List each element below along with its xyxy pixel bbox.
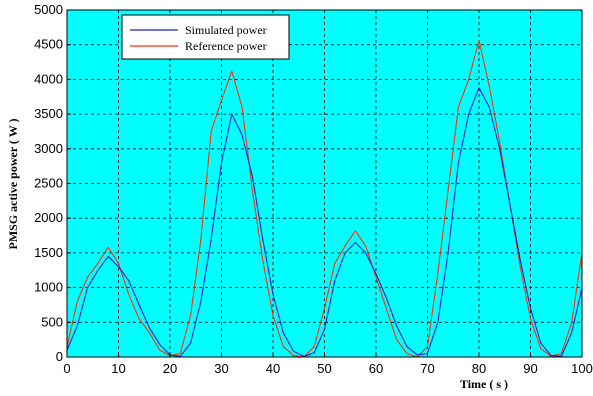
y-axis-label: PMSG active power ( W ): [6, 119, 20, 250]
x-tick-label: 10: [111, 361, 125, 376]
y-tick-label: 4500: [34, 37, 63, 52]
y-tick-label: 500: [41, 314, 63, 329]
y-tick-label: 2500: [34, 176, 63, 191]
y-tick-label: 3000: [34, 141, 63, 156]
y-tick-label: 4000: [34, 71, 63, 86]
y-tick-label: 1000: [34, 280, 63, 295]
x-tick-label: 80: [472, 361, 486, 376]
x-tick-label: 50: [317, 361, 331, 376]
x-tick-label: 40: [266, 361, 280, 376]
y-tick-label: 3500: [34, 106, 63, 121]
y-tick-label: 0: [56, 349, 63, 364]
x-tick-label: 100: [571, 361, 593, 376]
x-tick-label: 70: [420, 361, 434, 376]
series-lines: [66, 39, 583, 358]
tick-labels: 0 10 20 30 40 50 60 70 80 90 100050010001500200025…: [34, 2, 593, 376]
x-tick-label: 30: [214, 361, 228, 376]
y-tick-label: 1500: [34, 245, 63, 260]
x-tick-label: 20: [163, 361, 177, 376]
legend-label-simulated: Simulated power: [185, 23, 267, 37]
y-tick-label: 5000: [34, 2, 63, 17]
x-axis-label: Time ( s ): [460, 377, 508, 391]
x-tick-label: 90: [523, 361, 537, 376]
x-tick-label: 0: [63, 361, 70, 376]
legend-label-reference: Reference power: [185, 39, 267, 53]
series-line-reference: [66, 39, 583, 358]
series-line-simulated: [66, 87, 583, 357]
legend-box: [121, 14, 290, 60]
legend: Simulated power Reference power: [121, 14, 290, 60]
y-tick-label: 2000: [34, 210, 63, 225]
x-tick-label: 60: [369, 361, 383, 376]
